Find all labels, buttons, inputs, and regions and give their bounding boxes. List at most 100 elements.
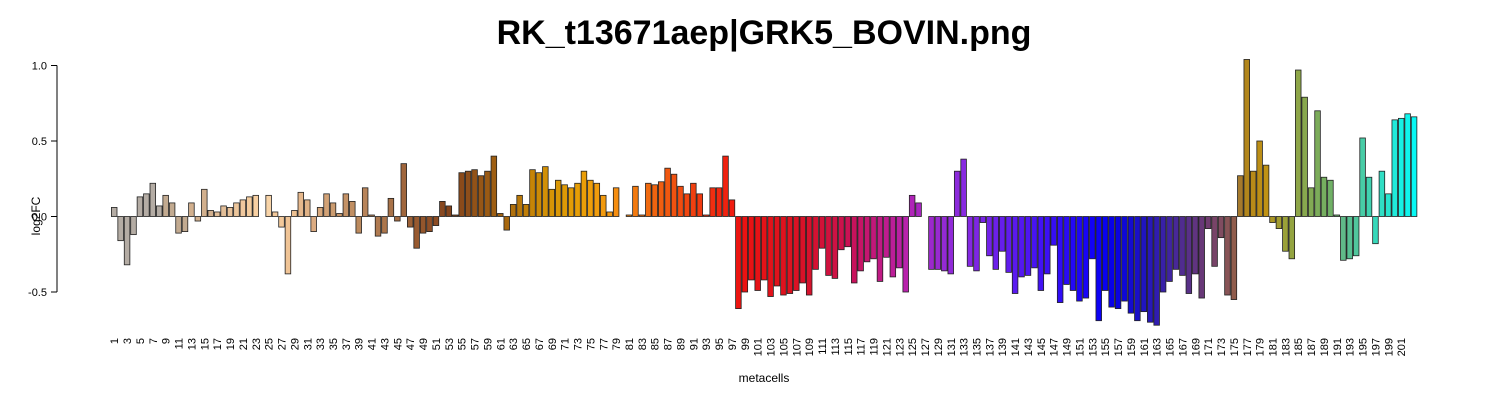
bar-metacell-73 <box>574 182 581 217</box>
bar-metacell-174 <box>1224 216 1231 296</box>
bar-metacell-70 <box>555 179 562 217</box>
x-tick-label: 151 <box>1074 338 1086 356</box>
x-tick-label: 27 <box>277 338 289 350</box>
bar-metacell-42 <box>374 216 382 237</box>
bar-metacell-32 <box>310 216 317 233</box>
bar-metacell-27 <box>278 216 285 228</box>
bar-metacell-140 <box>1005 216 1012 273</box>
bar-metacell-108 <box>799 216 806 284</box>
bar-metacell-112 <box>825 216 832 276</box>
bar-metacell-81 <box>625 214 633 217</box>
bar-metacell-29 <box>291 210 298 217</box>
x-tick-label: 131 <box>946 338 958 356</box>
bar-metacell-154 <box>1095 216 1102 322</box>
x-tick-label: 39 <box>354 338 366 350</box>
x-tick-label: 21 <box>238 338 250 350</box>
bar-metacell-51 <box>432 216 440 226</box>
bar-metacell-164 <box>1159 216 1167 293</box>
x-tick-label: 189 <box>1319 338 1331 356</box>
bar-metacell-169 <box>1192 216 1199 275</box>
bar-metacell-40 <box>361 187 369 217</box>
bar-metacell-187 <box>1307 187 1315 217</box>
x-tick-label: 105 <box>778 338 790 356</box>
x-tick-label: 19 <box>225 338 237 350</box>
bar-metacell-41 <box>368 214 375 217</box>
x-tick-label: 123 <box>894 338 906 356</box>
x-tick-label: 101 <box>753 338 765 356</box>
bar-metacell-11 <box>175 216 182 234</box>
bar-metacell-47 <box>407 216 414 228</box>
bar-metacell-7 <box>149 182 157 217</box>
bar-metacell-162 <box>1147 216 1154 323</box>
x-tick-label: 121 <box>881 338 893 356</box>
bar-metacell-120 <box>876 216 884 282</box>
bar-metacell-197 <box>1372 216 1379 245</box>
bar-metacell-150 <box>1069 216 1077 291</box>
bar-metacell-23 <box>252 194 259 217</box>
x-tick-label: 57 <box>470 338 482 350</box>
x-tick-label: 149 <box>1062 338 1074 356</box>
bar-metacell-88 <box>670 173 678 217</box>
x-tick-label: 67 <box>534 338 546 350</box>
x-tick-label: 115 <box>843 338 855 356</box>
x-tick-label: 133 <box>959 338 971 356</box>
bar-metacell-157 <box>1114 216 1122 310</box>
bar-metacell-6 <box>143 193 150 217</box>
y-axis-label: log2FC <box>29 196 43 235</box>
bar-metacell-146 <box>1044 216 1051 275</box>
bar-metacell-137 <box>986 216 993 257</box>
bar-metacell-45 <box>394 216 401 222</box>
x-tick-label: 33 <box>315 338 327 350</box>
bar-metacell-119 <box>870 216 877 260</box>
bar-metacell-147 <box>1050 216 1057 246</box>
bar-metacell-114 <box>838 216 845 251</box>
bar-metacell-178 <box>1249 170 1257 217</box>
x-tick-label: 45 <box>392 338 404 350</box>
x-tick-label: 63 <box>508 338 520 350</box>
bar-metacell-103 <box>767 216 774 297</box>
x-tick-label: 113 <box>830 338 842 356</box>
x-tick-label: 61 <box>495 338 507 350</box>
bar-metacell-141 <box>1011 216 1019 294</box>
bar-metacell-53 <box>445 205 453 217</box>
bar-metacell-176 <box>1237 175 1244 217</box>
x-tick-label: 97 <box>727 338 739 350</box>
bar-metacell-83 <box>638 214 646 217</box>
bar-metacell-135 <box>973 216 980 272</box>
bar-metacell-8 <box>156 205 163 217</box>
bar-metacell-170 <box>1198 216 1205 299</box>
x-tick-label: 185 <box>1293 338 1305 356</box>
x-tick-label: 17 <box>212 338 224 350</box>
bar-metacell-77 <box>600 194 607 217</box>
bar-metacell-180 <box>1262 164 1270 217</box>
x-tick-label: 1 <box>109 338 121 344</box>
bar-metacell-33 <box>316 207 324 217</box>
bar-metacell-65 <box>522 204 530 217</box>
x-tick-label: 29 <box>289 338 301 350</box>
bar-metacell-123 <box>896 216 903 269</box>
x-tick-label: 199 <box>1383 338 1395 356</box>
x-tick-label: 177 <box>1242 338 1254 356</box>
bar-metacell-46 <box>400 163 407 217</box>
bar-metacell-74 <box>580 170 588 217</box>
bar-metacell-3 <box>123 216 131 266</box>
x-tick-label: 23 <box>251 338 263 350</box>
bar-metacell-43 <box>381 216 388 234</box>
bar-metacell-30 <box>297 191 305 217</box>
bar-metacell-86 <box>657 181 665 217</box>
bar-metacell-155 <box>1101 216 1109 291</box>
x-tick-label: 157 <box>1113 338 1125 356</box>
bar-metacell-1 <box>111 207 118 217</box>
x-axis-tick-labels: 1 3 5 7 9 11 13 15 17 19 21 23 25 27 29 31 33 35 37 39 41 43 4… <box>109 338 1408 356</box>
x-tick-label: 75 <box>585 338 597 350</box>
x-tick-label: 71 <box>560 338 572 350</box>
x-tick-label: 175 <box>1229 338 1241 356</box>
bar-metacell-166 <box>1172 216 1180 270</box>
bar-metacell-125 <box>908 194 916 217</box>
x-tick-label: 171 <box>1203 338 1215 356</box>
bar-metacell-113 <box>831 216 839 279</box>
x-tick-label: 181 <box>1268 338 1280 356</box>
bar-metacell-17 <box>213 211 221 217</box>
